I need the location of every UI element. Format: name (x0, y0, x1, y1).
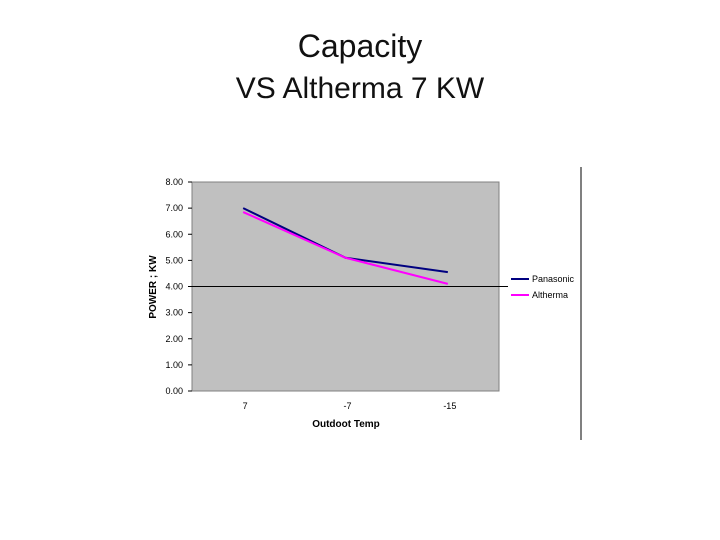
legend-label-altherma: Altherma (532, 290, 568, 300)
y-tick-label: 5.00 (165, 255, 183, 265)
slide-subtitle: VS Altherma 7 KW (235, 72, 485, 105)
y-tick-label: 1.00 (165, 360, 183, 370)
x-tick-label: 7 (243, 401, 248, 411)
x-axis-label: Outdoot Temp (312, 419, 380, 430)
series-line-altherma (242, 211, 449, 285)
y-tick-label: 8.00 (165, 177, 183, 187)
x-tick-label: -7 (343, 401, 351, 411)
y-tick-label: 4.00 (165, 282, 183, 292)
y-tick-label: 3.00 (165, 308, 183, 318)
y-axis-label: POWER ; KW (148, 255, 159, 319)
slide-title: Capacity (297, 28, 423, 64)
x-tick-label: -15 (443, 401, 456, 411)
legend-label-panasonic: Panasonic (532, 274, 575, 284)
y-tick-label: 2.00 (165, 334, 183, 344)
legend-box (508, 270, 580, 302)
y-tick-label: 6.00 (165, 229, 183, 239)
y-tick-label: 7.00 (165, 203, 183, 213)
legend: Panasonic Altherma (508, 270, 580, 302)
y-tick-label: 0.00 (165, 386, 183, 396)
